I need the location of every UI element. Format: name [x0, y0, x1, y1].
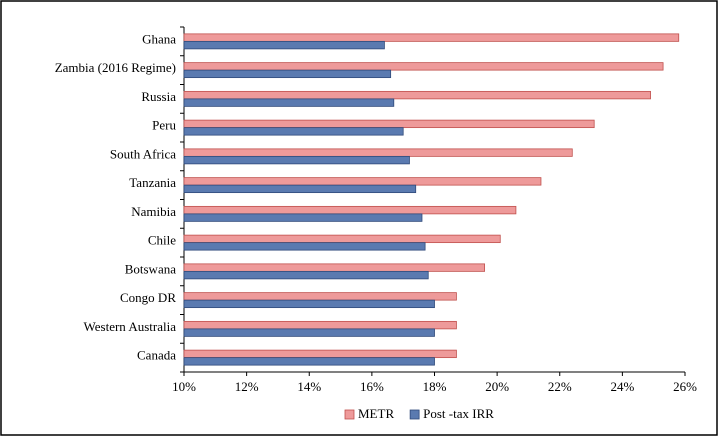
bar — [183, 33, 680, 42]
bar — [183, 349, 457, 359]
y-tick-label: Canada — [137, 348, 176, 363]
bar — [183, 90, 651, 100]
bar — [183, 184, 417, 194]
bar — [183, 62, 664, 71]
y-tick-label: Western Australia — [84, 319, 177, 334]
bar — [183, 328, 435, 337]
y-tick-label: Russia — [141, 89, 176, 104]
x-tick-label: 18% — [423, 379, 447, 394]
x-tick-label: 12% — [235, 379, 259, 394]
y-tick-label: Peru — [152, 118, 176, 133]
bar — [183, 234, 501, 244]
bar — [183, 320, 457, 330]
x-tick-label: 16% — [360, 379, 384, 394]
y-tick-label: Zambia (2016 Regime) — [55, 60, 176, 75]
bar — [183, 292, 457, 301]
bar — [183, 242, 426, 251]
legend-label: Post -tax IRR — [423, 406, 494, 421]
bar — [183, 177, 542, 186]
y-tick-label: Congo DR — [120, 290, 176, 305]
bar — [183, 270, 429, 280]
x-tick-label: 10% — [172, 379, 196, 394]
y-tick-label: Botswana — [125, 261, 177, 276]
bar — [183, 357, 435, 366]
bar — [183, 148, 573, 157]
legend-label: METR — [358, 406, 394, 421]
bar — [183, 69, 392, 79]
y-tick-label: Namibia — [131, 204, 176, 219]
bar — [183, 40, 385, 50]
x-tick-label: 24% — [610, 379, 634, 394]
legend-swatch — [409, 409, 420, 420]
x-tick-label: 22% — [548, 379, 572, 394]
bar — [183, 213, 423, 222]
bar — [183, 205, 517, 215]
x-tick-label: 14% — [297, 379, 321, 394]
y-tick-label: Chile — [148, 233, 176, 248]
bar — [183, 127, 404, 136]
y-tick-label: South Africa — [110, 146, 176, 161]
bar — [183, 119, 595, 129]
bar — [183, 98, 395, 107]
legend-swatch — [344, 409, 355, 420]
y-tick-label: Tanzania — [129, 175, 176, 190]
bar — [183, 263, 486, 272]
bar — [183, 155, 410, 165]
bar — [183, 299, 435, 309]
y-tick-label: Ghana — [142, 31, 176, 46]
x-tick-label: 20% — [485, 379, 509, 394]
x-tick-label: 26% — [673, 379, 697, 394]
